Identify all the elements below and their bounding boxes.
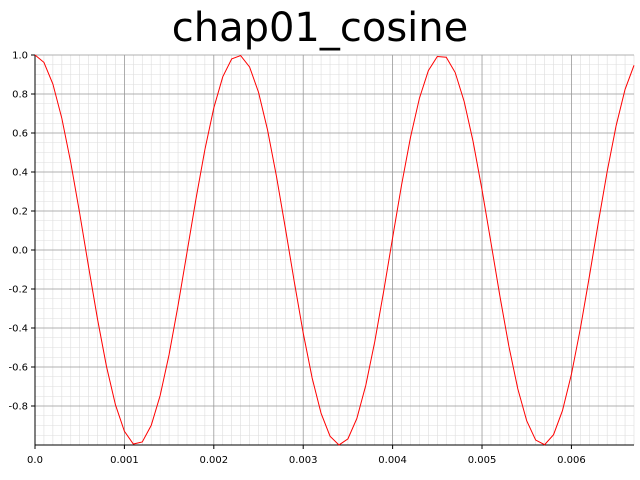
x-tick-label: 0.002 [199, 455, 228, 466]
y-tick-label: 0.6 [12, 129, 28, 140]
x-tick-label: 0.004 [378, 455, 407, 466]
x-tick-label: 0.0 [27, 455, 43, 466]
chart-title: chap01_cosine [171, 5, 469, 51]
y-tick-label: -0.4 [8, 324, 28, 335]
major-grid [35, 54, 634, 445]
y-tick-label: 0.8 [12, 90, 28, 101]
y-tick-label: 0.0 [12, 246, 28, 257]
cosine-line [34, 54, 635, 446]
y-tick-label: 0.4 [12, 168, 28, 179]
tick-labels: 0.0 0.001 0.002 0.003 0.004 0.005 0.006 1.0 0.8 0… [8, 51, 585, 467]
y-tick-label: 0.2 [12, 207, 28, 218]
x-tick-label: 0.001 [110, 455, 139, 466]
y-tick-label: -0.2 [8, 285, 28, 296]
series-group [34, 54, 635, 446]
y-tick-label: 1.0 [12, 51, 28, 62]
axes [31, 54, 634, 449]
y-tick-label: -0.8 [8, 402, 28, 413]
x-tick-label: 0.003 [289, 455, 318, 466]
x-tick-label: 0.005 [468, 455, 497, 466]
x-tick-label: 0.006 [557, 455, 586, 466]
y-tick-label: -0.6 [8, 363, 28, 374]
